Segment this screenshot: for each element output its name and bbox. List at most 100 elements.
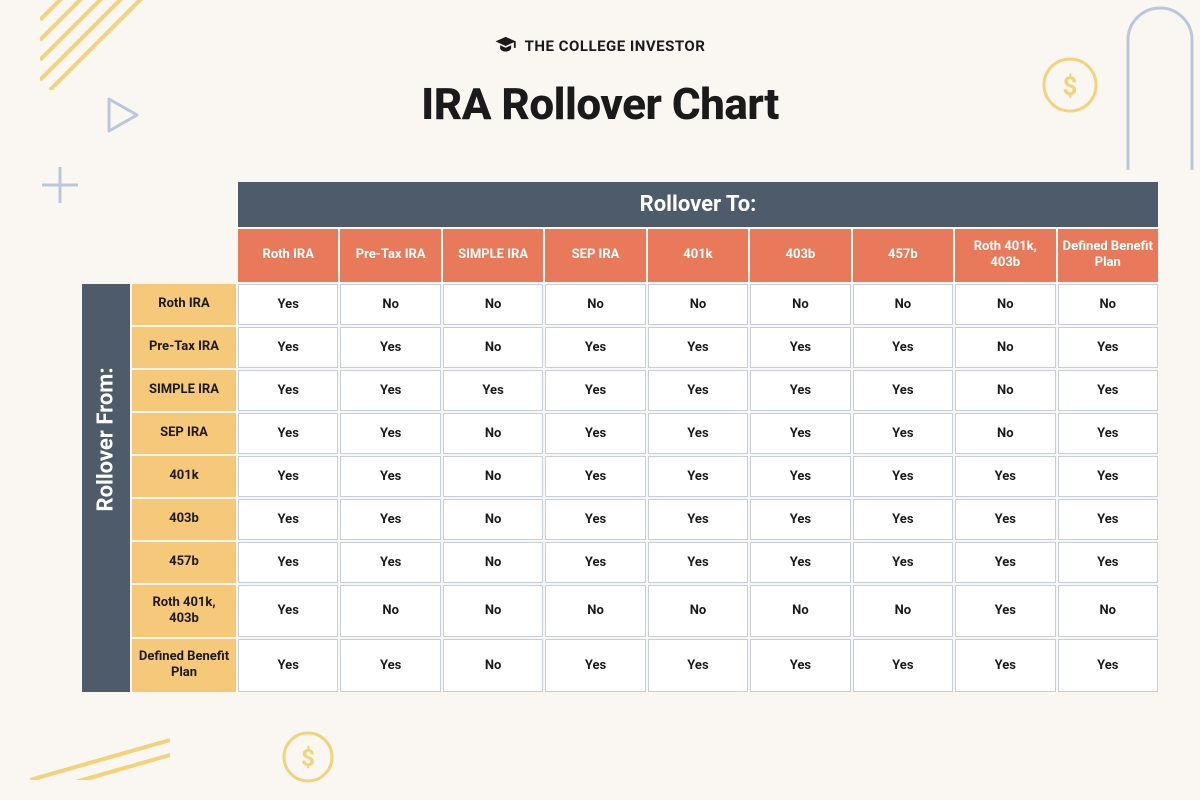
svg-text:$: $	[301, 744, 315, 772]
table-row: 401k Yes Yes No Yes Yes Yes Yes Yes Yes	[82, 456, 1158, 497]
table-cell: No	[545, 284, 645, 325]
table-cell: Yes	[955, 542, 1055, 583]
table-row: Pre-Tax IRA Yes Yes No Yes Yes Yes Yes N…	[82, 327, 1158, 368]
table-cell: No	[648, 284, 748, 325]
table-cell: No	[443, 413, 543, 454]
table-cell: No	[1058, 585, 1159, 638]
decorative-plus-icon	[40, 165, 80, 205]
row-header: Pre-Tax IRA	[132, 327, 236, 368]
table-cell: Yes	[340, 456, 440, 497]
table-cell: No	[443, 585, 543, 638]
table-cell: Yes	[545, 370, 645, 411]
table-cell: Yes	[1058, 542, 1159, 583]
corner-spacer	[82, 229, 236, 282]
row-header: Roth 401k, 403b	[132, 585, 236, 638]
table-cell: Yes	[648, 639, 748, 692]
table-cell: Yes	[648, 542, 748, 583]
table-cell: No	[853, 284, 953, 325]
table-cell: Yes	[853, 370, 953, 411]
table-cell: No	[545, 585, 645, 638]
column-header: Roth 401k, 403b	[955, 229, 1055, 282]
table-cell: No	[443, 284, 543, 325]
table-cell: Yes	[750, 370, 850, 411]
table-cell: Yes	[648, 499, 748, 540]
table-row: 403b Yes Yes No Yes Yes Yes Yes Yes Yes	[82, 499, 1158, 540]
table-cell: Yes	[853, 327, 953, 368]
table-cell: Yes	[853, 542, 953, 583]
row-header: 401k	[132, 456, 236, 497]
table-row: Defined Benefit Plan Yes Yes No Yes Yes …	[82, 639, 1158, 692]
column-header: Pre-Tax IRA	[340, 229, 440, 282]
row-header: 457b	[132, 542, 236, 583]
table-cell: Yes	[340, 639, 440, 692]
table-cell: Yes	[1058, 327, 1159, 368]
table-row: Roth 401k, 403b Yes No No No No No No Ye…	[82, 585, 1158, 638]
rollover-table: Rollover To: Roth IRA Pre-Tax IRA SIMPLE…	[80, 180, 1160, 694]
table-cell: Yes	[545, 639, 645, 692]
rollover-table-container: Rollover To: Roth IRA Pre-Tax IRA SIMPLE…	[80, 180, 1160, 694]
table-cell: No	[340, 284, 440, 325]
table-cell: Yes	[955, 456, 1055, 497]
decorative-coin-icon: $	[280, 729, 336, 785]
table-cell: Yes	[955, 639, 1055, 692]
table-cell: No	[443, 456, 543, 497]
decorative-arch-icon	[1120, 0, 1200, 170]
table-cell: Yes	[238, 585, 338, 638]
table-row: SIMPLE IRA Yes Yes Yes Yes Yes Yes Yes N…	[82, 370, 1158, 411]
table-row: Rollover From: Roth IRA Yes No No No No …	[82, 284, 1158, 325]
table-cell: No	[648, 585, 748, 638]
table-cell: No	[443, 639, 543, 692]
decorative-triangle-icon	[105, 95, 141, 135]
table-cell: Yes	[238, 499, 338, 540]
table-cell: No	[340, 585, 440, 638]
table-cell: Yes	[238, 456, 338, 497]
table-cell: Yes	[443, 370, 543, 411]
table-cell: Yes	[648, 413, 748, 454]
row-header: Roth IRA	[132, 284, 236, 325]
corner-spacer	[82, 182, 236, 227]
table-cell: Yes	[1058, 456, 1159, 497]
table-cell: No	[750, 585, 850, 638]
table-cell: Yes	[750, 639, 850, 692]
decorative-coin-icon: $	[1040, 55, 1100, 115]
brand-logo: THE COLLEGE INVESTOR	[495, 35, 706, 57]
table-cell: Yes	[1058, 639, 1159, 692]
column-header: SIMPLE IRA	[443, 229, 543, 282]
svg-text:$: $	[1063, 72, 1078, 102]
table-cell: Yes	[545, 456, 645, 497]
table-cell: Yes	[340, 327, 440, 368]
table-cell: Yes	[750, 456, 850, 497]
table-cell: Yes	[238, 370, 338, 411]
table-cell: Yes	[238, 542, 338, 583]
table-cell: Yes	[340, 542, 440, 583]
table-body: Rollover From: Roth IRA Yes No No No No …	[82, 284, 1158, 692]
table-cell: Yes	[238, 639, 338, 692]
table-cell: Yes	[853, 639, 953, 692]
table-cell: Yes	[648, 327, 748, 368]
column-header: Defined Benefit Plan	[1058, 229, 1159, 282]
column-header: SEP IRA	[545, 229, 645, 282]
table-cell: No	[853, 585, 953, 638]
column-header: 403b	[750, 229, 850, 282]
column-header: Roth IRA	[238, 229, 338, 282]
table-cell: No	[955, 413, 1055, 454]
table-cell: Yes	[1058, 499, 1159, 540]
table-cell: Yes	[238, 413, 338, 454]
table-row: SEP IRA Yes Yes No Yes Yes Yes Yes No Ye…	[82, 413, 1158, 454]
table-cell: Yes	[340, 370, 440, 411]
table-cell: Yes	[955, 585, 1055, 638]
table-cell: No	[750, 284, 850, 325]
table-cell: Yes	[1058, 370, 1159, 411]
table-cell: Yes	[750, 499, 850, 540]
table-row: 457b Yes Yes No Yes Yes Yes Yes Yes Yes	[82, 542, 1158, 583]
table-cell: Yes	[238, 327, 338, 368]
row-header: 403b	[132, 499, 236, 540]
row-header: SIMPLE IRA	[132, 370, 236, 411]
table-cell: No	[955, 284, 1055, 325]
table-cell: Yes	[853, 413, 953, 454]
table-cell: Yes	[750, 542, 850, 583]
table-cell: Yes	[853, 456, 953, 497]
decorative-stripes-icon	[40, 0, 170, 90]
table-cell: Yes	[648, 370, 748, 411]
table-cell: Yes	[648, 456, 748, 497]
